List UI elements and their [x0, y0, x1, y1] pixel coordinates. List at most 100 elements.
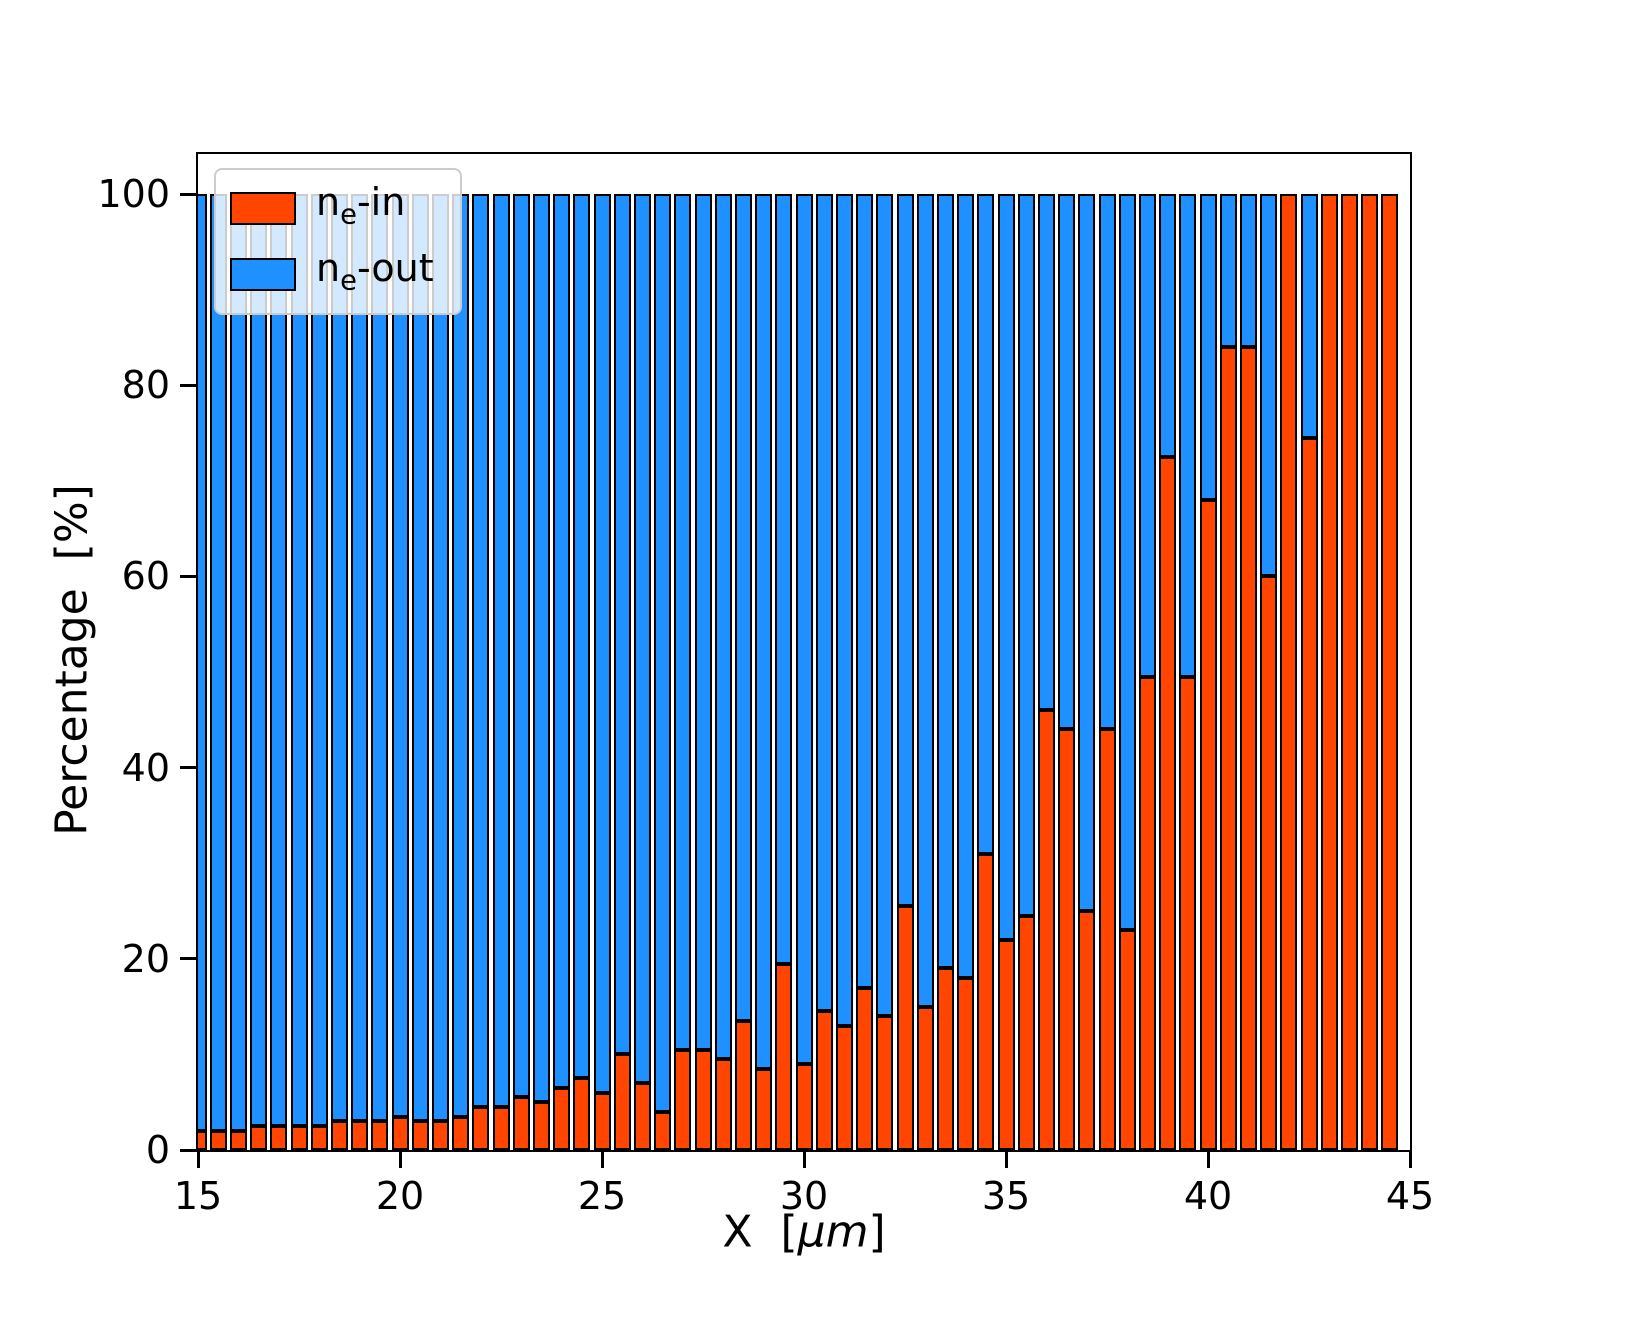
- x-tick-mark: [600, 1152, 604, 1168]
- bar-segment-ne-in: [876, 1016, 894, 1150]
- y-tick-label: 0: [145, 1128, 170, 1172]
- bar-segment-ne-out: [472, 194, 490, 1107]
- y-tick-label: 40: [121, 745, 170, 790]
- bar-segment-ne-out: [209, 194, 227, 1131]
- bar-segment-ne-in: [1078, 911, 1096, 1150]
- bar-segment-ne-out: [452, 194, 470, 1117]
- bar-segment-ne-in: [694, 1049, 712, 1150]
- bar-segment-ne-out: [997, 194, 1015, 940]
- bar-segment-ne-out: [553, 194, 571, 1088]
- bar-segment-ne-in: [290, 1126, 308, 1150]
- x-tick-label: 30: [779, 1174, 829, 1218]
- bar-segment-ne-in: [977, 853, 995, 1150]
- bar-segment-ne-in: [452, 1116, 470, 1150]
- x-tick-mark: [1206, 1152, 1210, 1168]
- x-tick-mark: [1408, 1152, 1412, 1168]
- bar-segment-ne-in: [815, 1011, 833, 1150]
- bar-segment-ne-in: [896, 906, 914, 1150]
- bar-segment-ne-out: [694, 194, 712, 1050]
- bar-segment-ne-in: [411, 1121, 429, 1150]
- bar-segment-ne-in: [957, 977, 975, 1150]
- bar-segment-ne-in: [1340, 194, 1358, 1150]
- y-tick-mark: [180, 957, 196, 961]
- bar-segment-ne-out: [512, 194, 530, 1098]
- bar-segment-ne-out: [1098, 194, 1116, 730]
- bar-segment-ne-in: [229, 1130, 247, 1150]
- bar-segment-ne-in: [198, 1130, 207, 1150]
- bar-segment-ne-out: [1260, 194, 1278, 577]
- bar-segment-ne-out: [593, 194, 611, 1093]
- bar-segment-ne-in: [1320, 194, 1338, 1150]
- bar-segment-ne-out: [936, 194, 954, 969]
- bar-segment-ne-out: [654, 194, 672, 1112]
- bar-segment-ne-in: [1300, 437, 1318, 1150]
- x-tick-mark: [398, 1152, 402, 1168]
- bar-segment-ne-out: [1179, 194, 1197, 677]
- bar-segment-ne-out: [977, 194, 995, 854]
- bar-segment-ne-out: [391, 194, 409, 1117]
- bar-segment-ne-out: [775, 194, 793, 964]
- bar-segment-ne-out: [330, 194, 348, 1122]
- bar-segment-ne-in: [1199, 499, 1217, 1150]
- bar-segment-ne-out: [351, 194, 369, 1122]
- bar-segment-ne-in: [1381, 194, 1399, 1150]
- bar-segment-ne-out: [431, 194, 449, 1122]
- bar-segment-ne-out: [714, 194, 732, 1060]
- bar-segment-ne-in: [916, 1006, 934, 1150]
- bar-segment-ne-out: [815, 194, 833, 1012]
- bar-segment-ne-in: [1058, 729, 1076, 1150]
- bar-segment-ne-in: [674, 1049, 692, 1150]
- legend-item-ne-out: ne-out: [230, 248, 434, 302]
- bar-segment-ne-in: [1179, 676, 1197, 1150]
- bar-segment-ne-out: [633, 194, 651, 1084]
- bar-segment-ne-in: [1280, 194, 1298, 1150]
- bar-segment-ne-out: [613, 194, 631, 1055]
- bar-segment-ne-out: [896, 194, 914, 907]
- bar-segment-ne-out: [674, 194, 692, 1050]
- y-tick-label: 60: [121, 554, 170, 599]
- bar-segment-ne-in: [270, 1126, 288, 1150]
- bar-segment-ne-out: [1118, 194, 1136, 931]
- bar-segment-ne-in: [654, 1111, 672, 1150]
- bar-segment-ne-out: [755, 194, 773, 1069]
- bar-segment-ne-out: [734, 194, 752, 1021]
- bar-segment-ne-in: [775, 963, 793, 1150]
- y-axis-label: Percentage [%]: [46, 484, 98, 836]
- bar-segment-ne-in: [330, 1121, 348, 1150]
- bar-segment-ne-in: [553, 1087, 571, 1150]
- bar-segment-ne-in: [371, 1121, 389, 1150]
- bar-segment-ne-in: [512, 1097, 530, 1150]
- bar-segment-ne-out: [1138, 194, 1156, 677]
- bar-segment-ne-out: [1300, 194, 1318, 438]
- bar-segment-ne-in: [391, 1116, 409, 1150]
- y-tick-mark: [180, 383, 196, 387]
- bar-segment-ne-out: [229, 194, 247, 1131]
- bar-segment-ne-out: [835, 194, 853, 1026]
- y-tick-mark: [180, 1148, 196, 1152]
- bar-segment-ne-out: [916, 194, 934, 1007]
- bar-segment-ne-out: [1239, 194, 1257, 347]
- y-tick-mark: [180, 574, 196, 578]
- bar-segment-ne-out: [290, 194, 308, 1127]
- bar-segment-ne-in: [250, 1126, 268, 1150]
- bar-segment-ne-in: [734, 1020, 752, 1150]
- bar-segment-ne-in: [795, 1064, 813, 1150]
- y-tick-label: 20: [121, 936, 170, 981]
- bar-segment-ne-in: [835, 1025, 853, 1150]
- x-tick-mark: [1004, 1152, 1008, 1168]
- bar-segment-ne-in: [1017, 915, 1035, 1150]
- bar-segment-ne-in: [1361, 194, 1379, 1150]
- bar-segment-ne-in: [714, 1059, 732, 1150]
- legend-swatch-ne-in: [230, 192, 296, 226]
- bars-layer: [198, 154, 1410, 1150]
- legend-label-ne-out: ne-out: [316, 245, 434, 297]
- bar-segment-ne-out: [411, 194, 429, 1122]
- bar-segment-ne-out: [492, 194, 510, 1107]
- bar-segment-ne-in: [633, 1083, 651, 1150]
- bar-segment-ne-out: [1219, 194, 1237, 347]
- bar-segment-ne-out: [198, 194, 207, 1131]
- bar-segment-ne-out: [1037, 194, 1055, 711]
- y-tick-mark: [180, 766, 196, 770]
- bar-segment-ne-in: [1159, 456, 1177, 1150]
